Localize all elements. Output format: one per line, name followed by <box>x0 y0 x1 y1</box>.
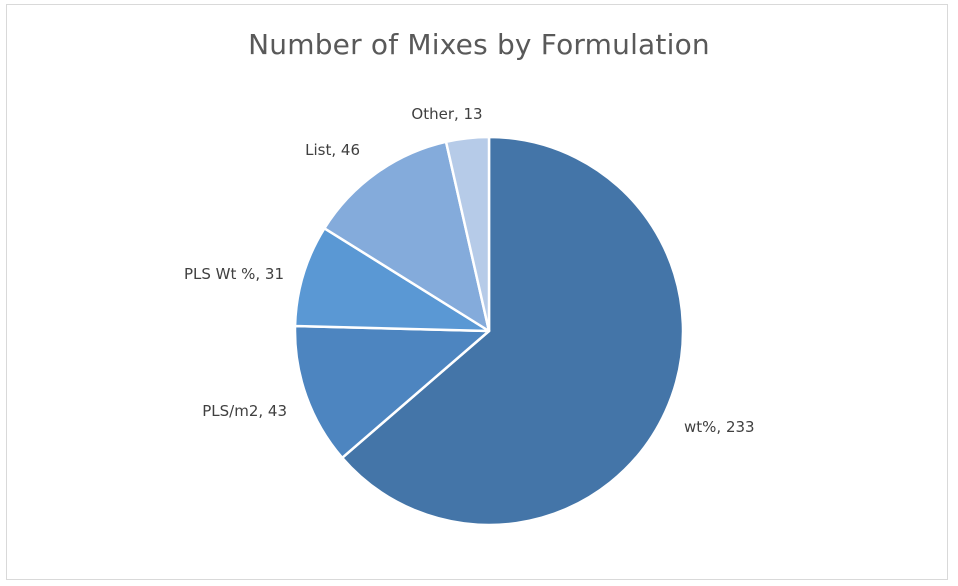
data-label-other: Other, 13 <box>411 105 482 123</box>
data-label-pls-wt: PLS Wt %, 31 <box>184 265 284 283</box>
data-label-pls-m2: PLS/m2, 43 <box>202 402 287 420</box>
data-label-list: List, 46 <box>305 141 360 159</box>
chart-title: Number of Mixes by Formulation <box>248 28 710 61</box>
data-label-wt: wt%, 233 <box>684 418 755 436</box>
pie-slice-pls-m2 <box>293 324 491 460</box>
pie-slice-pls-wt <box>293 227 491 333</box>
pie-slice-wt <box>340 135 685 527</box>
pie-slice-list <box>323 140 491 333</box>
pie-slice-other <box>444 135 491 333</box>
